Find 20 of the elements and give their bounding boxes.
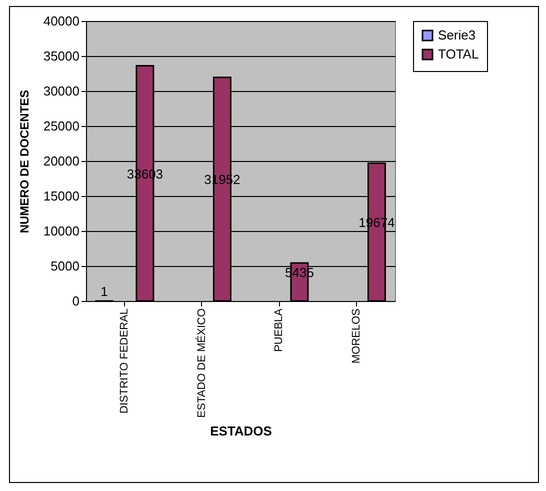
data-label: 31952: [204, 172, 240, 188]
legend-label: Serie3: [438, 28, 476, 42]
y-tick-label: 10000: [43, 224, 80, 238]
y-tick-label: 15000: [43, 188, 80, 204]
x-axis-title: ESTADOS: [210, 424, 272, 439]
x-tick-label: PUEBLA: [273, 308, 286, 352]
x-tick-label: DISTRITO FEDERAL: [118, 308, 131, 414]
data-label: 1: [100, 284, 108, 299]
y-tick-label: 0: [72, 294, 80, 308]
data-label: 33603: [126, 166, 164, 182]
y-tick-label: 35000: [43, 48, 80, 64]
x-tick-label: MORELOS: [350, 308, 362, 364]
y-tick-label: 20000: [43, 154, 80, 168]
y-tick-label: 40000: [43, 14, 80, 28]
y-tick-label: 5000: [50, 258, 80, 274]
x-tick-label: ESTADO DE MÉXICO: [194, 308, 208, 418]
y-tick-label: 25000: [43, 118, 80, 134]
legend-label: TOTAL: [438, 46, 479, 62]
y-tick-label: 30000: [43, 84, 80, 98]
y-axis-title: NUMERO DE DOCENTES: [17, 90, 32, 234]
